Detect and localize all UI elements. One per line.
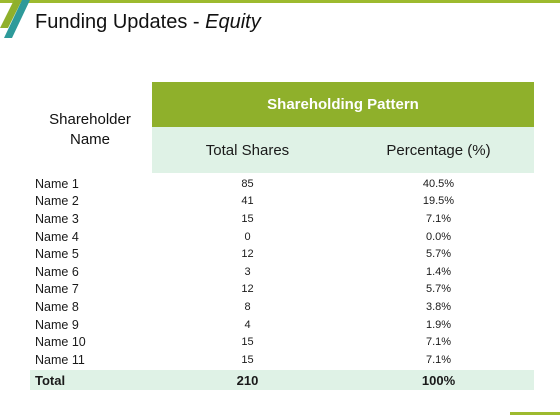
total-label: Total bbox=[35, 372, 66, 388]
corner-stripes-decoration bbox=[0, 0, 30, 38]
row-shares-cell: 41 bbox=[241, 195, 254, 208]
row-name-cell: Name 6 bbox=[35, 264, 79, 279]
row-name-cell: Name 3 bbox=[35, 211, 79, 226]
row-shares-cell: 15 bbox=[241, 353, 254, 366]
column-subheader: Total Shares Percentage (%) bbox=[152, 127, 534, 173]
row-shares-cell: 0 bbox=[244, 230, 251, 243]
table-row: Name 2 41 19.5% bbox=[30, 193, 534, 211]
row-shares-cell: 85 bbox=[241, 177, 254, 190]
row-name-cell: Name 7 bbox=[35, 282, 79, 297]
shareholder-name-header: Shareholder Name bbox=[49, 111, 131, 148]
table-row: Name 10 15 7.1% bbox=[30, 333, 534, 351]
table-row: Name 8 8 3.8% bbox=[30, 298, 534, 316]
total-row: Total 210 100% bbox=[30, 370, 534, 390]
row-name-cell: Name 1 bbox=[35, 176, 79, 191]
percentage-header: Percentage (%) bbox=[386, 141, 491, 159]
row-percentage-cell: 3.8% bbox=[425, 300, 452, 313]
total-percentage: 100% bbox=[421, 372, 456, 388]
total-shares-header: Total Shares bbox=[205, 141, 290, 159]
shareholding-pattern-header: Shareholding Pattern bbox=[152, 82, 534, 127]
row-shares-cell: 8 bbox=[244, 300, 251, 313]
title-main: Funding Updates - bbox=[35, 11, 206, 33]
table-row: Name 1 85 40.5% bbox=[30, 175, 534, 193]
row-shares-cell: 4 bbox=[244, 318, 251, 331]
row-name-cell: Name 11 bbox=[35, 352, 85, 367]
row-shares-cell: 12 bbox=[241, 248, 254, 261]
row-shares-cell: 15 bbox=[241, 212, 254, 225]
group-header-label: Shareholding Pattern bbox=[267, 96, 419, 113]
row-percentage-cell: 7.1% bbox=[425, 353, 452, 366]
table-row: Name 9 4 1.9% bbox=[30, 316, 534, 334]
table-row: Name 7 12 5.7% bbox=[30, 281, 534, 299]
top-accent-bar bbox=[0, 0, 560, 3]
table-row: Name 3 15 7.1% bbox=[30, 210, 534, 228]
slide-title: Funding Updates - Equity bbox=[35, 11, 261, 34]
row-name-cell: Name 9 bbox=[35, 317, 79, 332]
row-name-cell: Name 10 bbox=[35, 335, 86, 350]
table-row: Name 4 0 0.0% bbox=[30, 228, 534, 246]
row-percentage-cell: 1.4% bbox=[425, 265, 452, 278]
title-emphasis: Equity bbox=[205, 11, 261, 33]
table-body: Name 1 85 40.5% Name 2 41 19.5% Name 3 15 7.1% Na… bbox=[30, 175, 534, 369]
row-percentage-cell: 19.5% bbox=[422, 195, 455, 208]
row-percentage-cell: 7.1% bbox=[425, 212, 452, 225]
row-name-cell: Name 2 bbox=[35, 194, 79, 209]
row-percentage-cell: 5.7% bbox=[425, 248, 452, 261]
row-shares-cell: 3 bbox=[244, 265, 251, 278]
row-percentage-cell: 40.5% bbox=[422, 177, 455, 190]
table-row: Name 5 12 5.7% bbox=[30, 245, 534, 263]
row-percentage-cell: 5.7% bbox=[425, 283, 452, 296]
row-shares-cell: 15 bbox=[241, 336, 254, 349]
row-name-cell: Name 8 bbox=[35, 299, 79, 314]
row-shares-cell: 12 bbox=[241, 283, 254, 296]
bottom-accent-bar bbox=[510, 412, 560, 415]
table-row: Name 11 15 7.1% bbox=[30, 351, 534, 369]
table-row: Name 6 3 1.4% bbox=[30, 263, 534, 281]
row-name-cell: Name 5 bbox=[35, 247, 79, 262]
row-percentage-cell: 0.0% bbox=[425, 230, 452, 243]
row-percentage-cell: 1.9% bbox=[425, 318, 452, 331]
row-name-cell: Name 4 bbox=[35, 229, 79, 244]
total-shares: 210 bbox=[236, 372, 259, 388]
row-percentage-cell: 7.1% bbox=[425, 336, 452, 349]
